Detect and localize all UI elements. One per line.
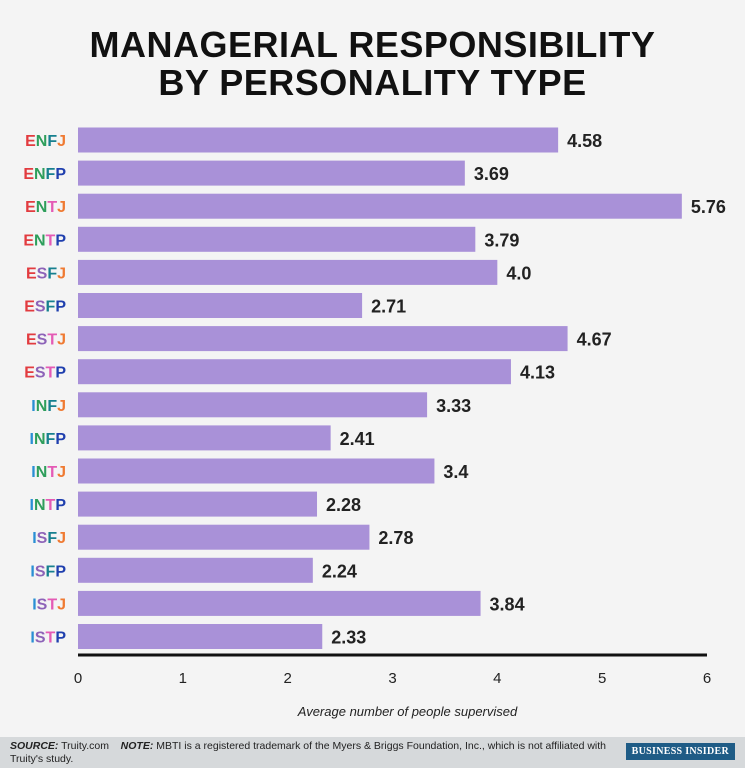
data-label: 3.4 — [443, 462, 468, 482]
data-label: 2.78 — [378, 528, 413, 548]
title-line-2: BY PERSONALITY TYPE — [158, 62, 587, 103]
data-label: 2.71 — [371, 297, 406, 317]
data-label: 4.58 — [567, 131, 602, 151]
category-label: INFP — [30, 431, 67, 448]
bar — [78, 524, 370, 550]
x-tick-label: 5 — [598, 670, 606, 687]
data-label: 3.33 — [436, 396, 471, 416]
bar — [78, 425, 331, 451]
x-tick-label: 4 — [493, 670, 501, 687]
category-label: ISFP — [30, 563, 66, 580]
category-label: ENTP — [23, 232, 66, 249]
brand-logo: BUSINESS INSIDER — [625, 743, 735, 760]
category-label: ESTP — [24, 365, 66, 382]
category-label: ISFJ — [32, 530, 66, 547]
category-label: ESFJ — [26, 265, 66, 282]
bar — [78, 458, 435, 484]
title-line-1: MANAGERIAL RESPONSIBILITY — [89, 24, 656, 65]
category-label: ESTJ — [26, 332, 66, 349]
bar — [78, 491, 318, 517]
data-label: 2.33 — [331, 628, 366, 648]
data-label: 3.69 — [474, 164, 509, 184]
bar — [78, 160, 465, 186]
bar — [78, 226, 476, 252]
category-label: ENFJ — [25, 133, 66, 150]
x-tick-label: 1 — [179, 670, 187, 687]
category-label: ISTJ — [32, 596, 66, 613]
x-axis-label: Average number of people supervised — [297, 704, 518, 719]
category-label: INTJ — [31, 464, 66, 481]
bar — [78, 259, 498, 285]
category-label: ENFP — [23, 166, 66, 183]
bar — [78, 127, 559, 153]
note-value: MBTI is a registered trademark of the My… — [10, 740, 607, 765]
chart-title: MANAGERIAL RESPONSIBILITY BY PERSONALITY… — [0, 26, 745, 102]
data-label: 4.0 — [506, 263, 531, 283]
bar — [78, 293, 363, 318]
bar — [78, 624, 323, 649]
bar — [78, 326, 568, 352]
data-label: 2.24 — [322, 561, 357, 581]
bar — [78, 193, 682, 219]
bar — [78, 590, 481, 616]
category-label: INTP — [30, 497, 67, 514]
note-label: NOTE: — [120, 740, 154, 752]
data-label: 5.76 — [691, 197, 726, 217]
footer-text: SOURCE: Truity.com NOTE: MBTI is a regis… — [10, 740, 610, 765]
source-label: SOURCE: — [10, 740, 59, 752]
x-tick-label: 2 — [283, 670, 291, 687]
category-label: ENTJ — [25, 199, 66, 216]
data-label: 3.79 — [484, 230, 519, 250]
category-label: INFJ — [31, 398, 66, 415]
x-tick-label: 0 — [74, 670, 82, 687]
x-tick-label: 6 — [703, 670, 711, 687]
bar — [78, 359, 511, 385]
bar — [78, 392, 428, 418]
data-label: 4.67 — [577, 330, 612, 350]
data-label: 3.84 — [490, 594, 525, 614]
data-label: 2.41 — [340, 429, 375, 449]
category-label: ISTP — [30, 630, 66, 647]
bar-chart: ENFJ 4.58 ENFP 3.69 ENTJ 5.76 ENTP 3.79 ESFJ 4.0 E… — [23, 127, 726, 719]
category-label: ESFP — [24, 299, 66, 316]
bar — [78, 557, 313, 583]
data-label: 2.28 — [326, 495, 361, 515]
data-label: 4.13 — [520, 363, 555, 383]
x-tick-label: 3 — [388, 670, 396, 687]
footer: SOURCE: Truity.com NOTE: MBTI is a regis… — [0, 737, 745, 768]
source-value: Truity.com — [61, 740, 109, 752]
